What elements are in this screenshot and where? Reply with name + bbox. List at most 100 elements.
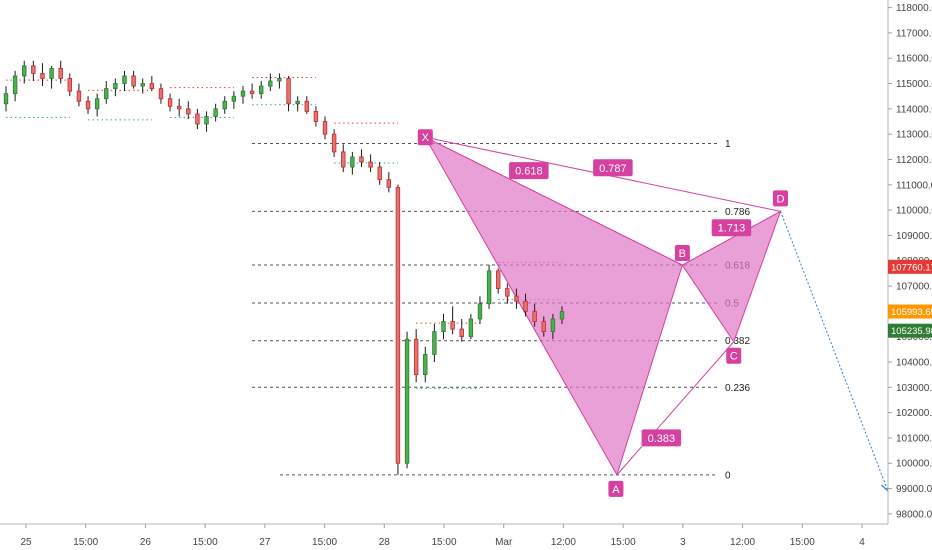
candle-body (550, 318, 556, 333)
ratio-label-box (641, 429, 682, 447)
forecast-arrow-line (780, 211, 889, 492)
candle-body (404, 338, 410, 464)
time-tick-label: 27 (259, 537, 271, 548)
fib-level-label: 0.382 (725, 336, 750, 347)
candle-body (322, 121, 328, 135)
candle-body (468, 318, 474, 338)
time-tick-label: 15:00 (312, 537, 337, 548)
candle-body (94, 98, 100, 110)
pattern-point-label: D (777, 193, 785, 205)
candle-body (277, 78, 282, 82)
candle-body (240, 90, 246, 97)
price-tick-label: 98000.00 (896, 509, 932, 520)
candle-body (31, 65, 36, 74)
candle-body (149, 83, 155, 89)
ratio-label: 0.383 (648, 433, 676, 445)
candle-body (368, 161, 373, 168)
candle-body (158, 88, 164, 100)
price-tag (888, 304, 932, 319)
candle-body (176, 105, 182, 110)
price-tag-label: 105235.98 (891, 326, 932, 337)
ac-line (616, 341, 735, 476)
price-tick-label: 99000.00 (896, 484, 932, 495)
candle-body (486, 270, 492, 305)
candle-body (204, 116, 209, 125)
price-tick-label: 118000.00 (896, 3, 932, 14)
price-tag (888, 259, 932, 274)
time-axis-ticks: 25 15:00 26 15:00 27 15:00 28 15:00 Mar 12:00 15:0… (20, 524, 865, 548)
ratio-label: 0.618 (515, 166, 543, 178)
candle-body (359, 156, 364, 163)
time-tick-label: 25 (20, 537, 32, 548)
price-tick-label: 107000.00 (896, 282, 932, 293)
pattern-point-label: B (679, 248, 686, 260)
candle-body (459, 328, 464, 338)
candle-body (122, 75, 127, 84)
candle-body (85, 100, 91, 110)
candle-body (249, 90, 255, 95)
price-tag-label: 107760.17 (891, 262, 932, 273)
time-tick-label: 15:00 (431, 537, 456, 548)
price-tick-label: 101000.00 (896, 433, 932, 444)
price-axis-panel (888, 0, 932, 550)
candle-body (167, 98, 173, 107)
candle-body (76, 90, 82, 102)
price-tick-label: 117000.00 (896, 28, 932, 39)
time-tick-label: 15:00 (611, 537, 636, 548)
ratio-label-box (509, 162, 549, 180)
candle-body (450, 321, 455, 330)
price-tick-label: 100000.00 (896, 459, 932, 470)
candle-body (231, 95, 237, 102)
time-tick-label: 28 (379, 537, 391, 548)
fib-level-label: 0.786 (725, 207, 750, 218)
pattern-point-box (773, 190, 789, 207)
candle-body (186, 108, 191, 115)
candle-body (195, 113, 200, 125)
candle-body (477, 303, 483, 320)
candle-body (395, 186, 401, 464)
fib-level-label: 0.236 (725, 383, 750, 394)
price-tag-label: 105993.65 (891, 307, 932, 318)
candle-body (140, 83, 145, 87)
candle-body (386, 179, 392, 188)
pattern-point-label: A (612, 484, 620, 496)
pattern-annotations: 0.787 1.713 0.383 0.618 X A B C D (417, 129, 890, 497)
price-tick-label: 116000.00 (896, 54, 932, 65)
candle-body (350, 156, 355, 168)
candle-body (213, 108, 218, 117)
candle-body (49, 67, 54, 79)
pattern-triangle-bcd (681, 210, 782, 343)
price-tick-label: 112000.00 (896, 155, 932, 166)
time-tick-label: 15:00 (73, 537, 98, 548)
pattern-triangle-xab (424, 136, 683, 477)
pattern-point-box (608, 480, 624, 497)
ratio-label-box (593, 159, 633, 177)
candle-body (22, 65, 27, 77)
candle-body (58, 67, 63, 79)
candle-body (131, 75, 136, 87)
bd-line (682, 210, 781, 266)
candle-body (304, 100, 309, 112)
ratio-label-box (711, 219, 752, 237)
candle-body (514, 295, 519, 302)
candle-body (532, 310, 537, 322)
pattern-point-box (674, 245, 690, 262)
price-tag (888, 323, 932, 338)
price-tick-label: 114000.00 (896, 104, 932, 115)
candle-body (67, 78, 73, 92)
price-tick-label: 109000.00 (896, 231, 932, 242)
candle-body (341, 151, 346, 168)
candle-body (104, 88, 109, 100)
candle-body (40, 73, 45, 79)
pattern-point-box (417, 129, 433, 146)
time-tick-label: 15:00 (790, 537, 815, 548)
time-tick-label: 3 (680, 537, 686, 548)
time-tick-label: 12:00 (551, 537, 576, 548)
candle-body (495, 270, 501, 289)
candle-body (441, 321, 446, 333)
time-tick-label: 15:00 (193, 537, 218, 548)
pattern-point-label: C (730, 351, 738, 363)
